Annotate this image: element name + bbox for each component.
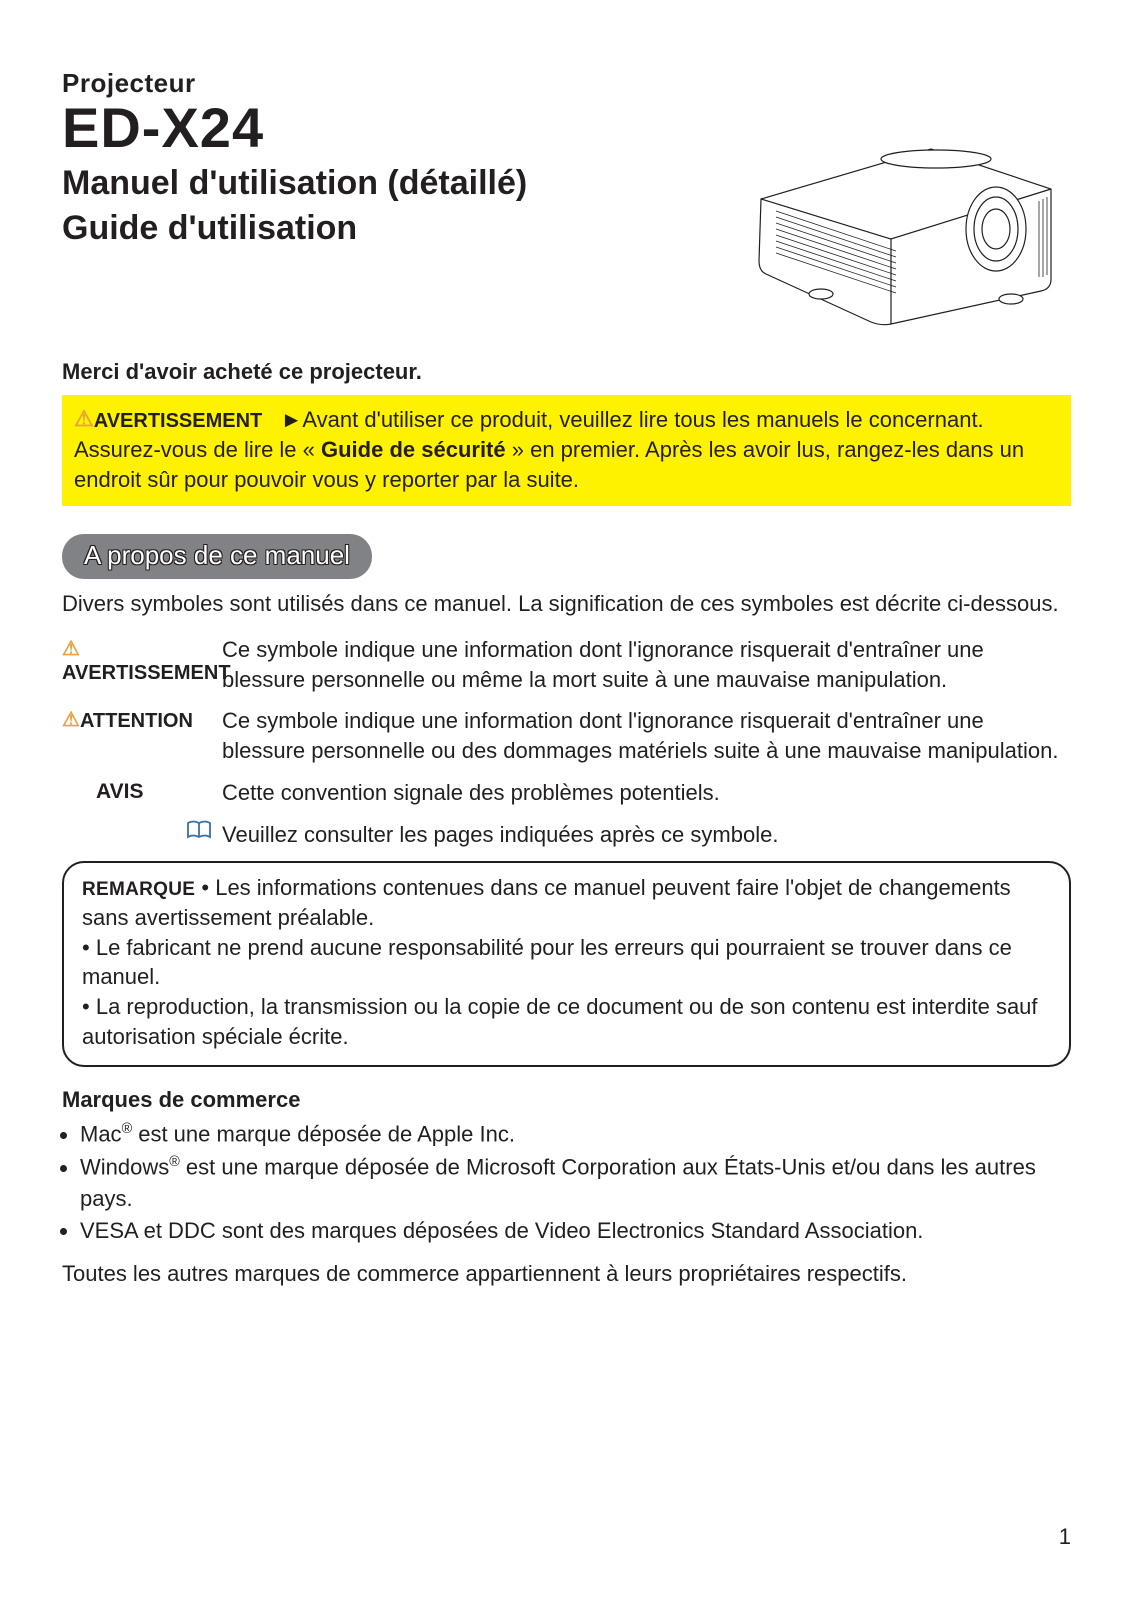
symbol-row-avertissement: ⚠AVERTISSEMENT Ce symbole indique une in…	[62, 635, 1071, 694]
remarque-bullet-2: • La reproduction, la transmission ou la…	[82, 994, 1038, 1049]
warning-triangle-icon: ⚠	[62, 636, 80, 661]
symbol-label-attention: ⚠ATTENTION	[62, 706, 222, 765]
trademark-item-0: Mac® est une marque déposée de Apple Inc…	[80, 1119, 1071, 1150]
trademarks-heading: Marques de commerce	[62, 1087, 1071, 1113]
book-icon	[62, 820, 222, 850]
warning-label: AVERTISSEMENT	[94, 410, 263, 432]
symbol-desc-avertissement: Ce symbole indique une information dont …	[222, 635, 1071, 694]
projector-illustration	[731, 129, 1071, 329]
remarque-box: REMARQUE • Les informations contenues da…	[62, 861, 1071, 1067]
thanks-text: Merci d'avoir acheté ce projecteur.	[62, 359, 1071, 385]
symbol-label-avis: AVIS	[62, 778, 222, 808]
symbol-desc-book: Veuillez consulter les pages indiquées a…	[222, 820, 778, 850]
symbol-desc-attention: Ce symbole indique une information dont …	[222, 706, 1071, 765]
symbol-label-avertissement: ⚠AVERTISSEMENT	[62, 635, 222, 694]
symbol-row-attention: ⚠ATTENTION Ce symbole indique une inform…	[62, 706, 1071, 765]
page-number: 1	[1059, 1524, 1071, 1550]
warning-triangle-icon: ⚠	[74, 404, 94, 434]
warning-triangle-icon: ⚠	[62, 707, 80, 732]
intro-paragraph: Divers symboles sont utilisés dans ce ma…	[62, 589, 1071, 619]
symbol-desc-avis: Cette convention signale des problèmes p…	[222, 778, 720, 808]
warning-bold-phrase: Guide de sécurité	[321, 437, 506, 462]
trademark-item-1: Windows® est une marque déposée de Micro…	[80, 1152, 1071, 1214]
remarque-bullet-1: • Le fabricant ne prend aucune responsab…	[82, 935, 1012, 990]
arrow-icon: ►	[281, 407, 303, 432]
section-heading-pill: A propos de ce manuel	[62, 534, 372, 579]
symbol-row-book: Veuillez consulter les pages indiquées a…	[62, 820, 1071, 850]
warning-callout: ⚠AVERTISSEMENT ►Avant d'utiliser ce prod…	[62, 395, 1071, 506]
trademarks-footer: Toutes les autres marques de commerce ap…	[62, 1259, 1071, 1290]
remarque-bullet-0: • Les informations contenues dans ce man…	[82, 875, 1011, 930]
trademark-item-2: VESA et DDC sont des marques déposées de…	[80, 1216, 1071, 1247]
trademarks-list: Mac® est une marque déposée de Apple Inc…	[62, 1119, 1071, 1247]
symbol-definitions: ⚠AVERTISSEMENT Ce symbole indique une in…	[62, 635, 1071, 849]
remarque-label: REMARQUE	[82, 879, 195, 900]
symbol-row-avis: AVIS Cette convention signale des problè…	[62, 778, 1071, 808]
